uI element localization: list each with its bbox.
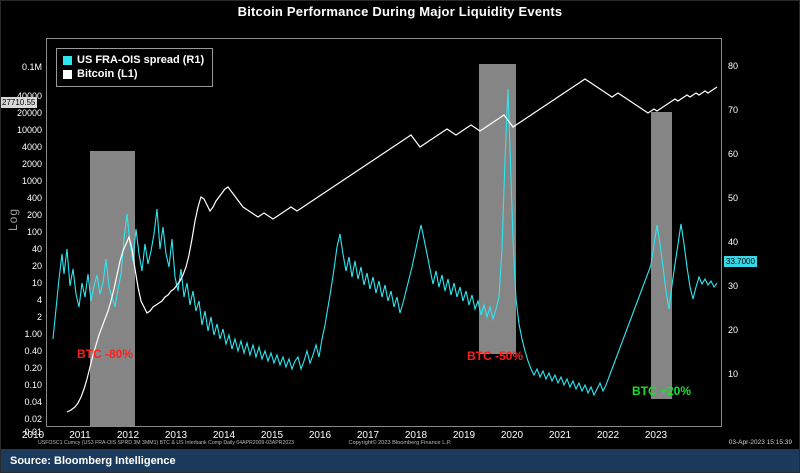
y-left-tick-14: 2: [36, 312, 42, 322]
legend-item-bitcoin[interactable]: Bitcoin (L1): [63, 67, 204, 81]
legend-label-fra-ois: US FRA-OIS spread (R1): [77, 54, 205, 66]
x-tick-0: 2010: [21, 430, 45, 441]
x-tick-5: 2015: [260, 430, 284, 441]
x-tick-10: 2020: [500, 430, 524, 441]
series-fra-ois-line: [52, 88, 718, 397]
y-left-tick-18: 0.10: [24, 380, 42, 390]
x-tick-11: 2021: [548, 430, 572, 441]
source-bar: Source: Bloomberg Intelligence: [0, 449, 800, 473]
x-tick-13: 2023: [644, 430, 668, 441]
y-left-tick-12: 10: [31, 278, 42, 288]
annotation-btc-minus-80: BTC -80%: [77, 347, 134, 361]
x-tick-12: 2022: [596, 430, 620, 441]
y-left-tick-19: 0.04: [24, 397, 42, 407]
y-right-tick-5: 30: [728, 281, 739, 291]
y-left-tick-21: 0.01: [24, 427, 42, 437]
y-left-tick-11: 20: [31, 261, 42, 271]
annotation-btc-minus-50: BTC -50%: [467, 349, 524, 363]
y-left-tick-10: 40: [31, 244, 42, 254]
y-left-tick-1: 40000: [16, 91, 42, 101]
y-left-tick-0: 0.1M: [21, 62, 42, 72]
y-left-tick-15: 1.00: [24, 329, 42, 339]
y-right-tick-4: 40: [728, 237, 739, 247]
footer-left: USFOSC1 Curncy (US3 FRA-OIS SPRD 3M 3MM1…: [38, 440, 295, 446]
footer-timestamp: 03-Apr-2023 15:15:39: [728, 439, 792, 446]
legend-swatch-icon-bitcoin: [63, 69, 72, 79]
value-tag-bitcoin: 27710.55: [0, 97, 38, 108]
event-band-btc-minus-80: [90, 151, 135, 426]
y-left-tick-2: 20000: [16, 108, 42, 118]
y-left-tick-20: 0.02: [24, 414, 42, 424]
y-left-tick-5: 2000: [21, 159, 42, 169]
y-right-tick-7: 10: [728, 369, 739, 379]
y-right-tick-1: 70: [728, 105, 739, 115]
y-right-tick-6: 20: [728, 325, 739, 335]
plot-area[interactable]: BTC -80% BTC -50% BTC +20%: [46, 38, 722, 427]
x-tick-8: 2018: [404, 430, 428, 441]
y-left-tick-16: 0.40: [24, 346, 42, 356]
x-tick-9: 2019: [452, 430, 476, 441]
series-lines: [52, 78, 718, 413]
x-tick-7: 2017: [356, 430, 380, 441]
y-left-tick-7: 400: [26, 193, 42, 203]
y-left-tick-6: 1000: [21, 176, 42, 186]
y-right-tick-0: 80: [728, 61, 739, 71]
x-tick-4: 2014: [212, 430, 236, 441]
legend-swatch-icon-fra-ois: [63, 55, 72, 65]
legend[interactable]: US FRA-OIS spread (R1) Bitcoin (L1): [56, 48, 214, 87]
value-tag-fra-ois: 33.7000: [724, 256, 757, 267]
y-left-tick-4: 4000: [21, 142, 42, 152]
x-tick-2: 2012: [116, 430, 140, 441]
plot-wrapper: Log 0.1M 40000 20000 10000 4000 2000 100…: [0, 26, 800, 441]
event-band-btc-minus-50: [479, 64, 516, 354]
x-tick-6: 2016: [308, 430, 332, 441]
y-left-tick-13: 4: [36, 295, 42, 305]
x-tick-3: 2013: [164, 430, 188, 441]
y-right-tick-3: 50: [728, 193, 739, 203]
series-bitcoin-line: [66, 78, 718, 413]
footer-copyright: Copyright© 2023 Bloomberg Finance L.P.: [348, 440, 452, 446]
y-left-tick-8: 200: [26, 210, 42, 220]
legend-item-fra-ois[interactable]: US FRA-OIS spread (R1): [63, 53, 204, 67]
y-left-tick-17: 0.20: [24, 363, 42, 373]
y-left-tick-9: 100: [26, 227, 42, 237]
y-right-tick-2: 60: [728, 149, 739, 159]
x-tick-1: 2011: [69, 430, 91, 441]
y-left-tick-3: 10000: [16, 125, 42, 135]
page-title: Bitcoin Performance During Major Liquidi…: [237, 4, 563, 19]
annotation-btc-plus-20: BTC +20%: [632, 384, 692, 398]
legend-label-bitcoin: Bitcoin (L1): [77, 68, 138, 80]
